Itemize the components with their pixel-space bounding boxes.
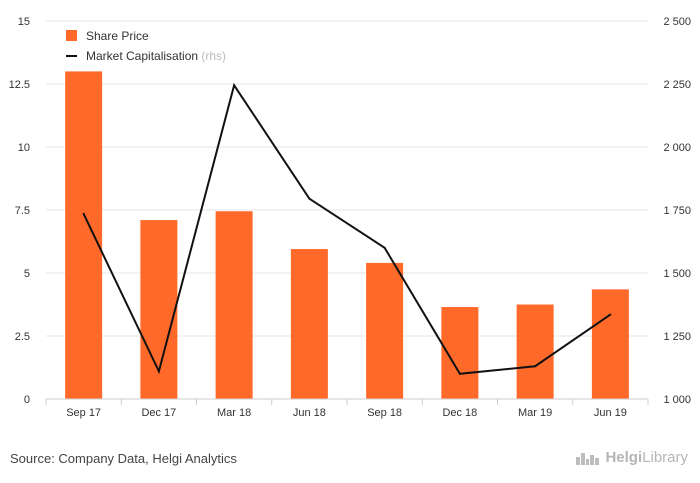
grid-lines: [46, 20, 648, 337]
series-line: [82, 82, 611, 375]
x-tick-label: Dec 18: [442, 407, 477, 419]
y-left-tick-label: 10: [18, 142, 30, 154]
city-skyline-icon: [576, 452, 600, 465]
y-right-tick-label: 2 250: [663, 79, 691, 91]
line-point: [609, 313, 612, 316]
legend-rhs-suffix: (rhs): [201, 49, 226, 63]
line-point: [233, 84, 236, 87]
y-right-tick-label: 2 000: [663, 142, 691, 154]
line-point: [534, 365, 537, 368]
legend-label-market-cap: Market Capitalisation (rhs): [86, 49, 226, 63]
legend-label-share-price: Share Price: [86, 29, 149, 43]
line-point: [82, 212, 85, 215]
y-right-tick-label: 1 000: [663, 394, 691, 406]
axes: 0 2.5 5 7.5 10 12.5 15 1 000 1 250 1 500 1 750 2 00…: [9, 16, 691, 419]
y-left-tick-label: 15: [18, 16, 30, 28]
line-point: [458, 372, 461, 375]
x-tick-label: Sep 17: [66, 407, 101, 419]
y-left-tick-label: 12.5: [9, 79, 30, 91]
line-point: [383, 246, 386, 249]
brand-logo: HelgiLibrary: [575, 449, 688, 466]
x-tick-label: Mar 18: [217, 407, 251, 419]
y-right-tick-label: 1 250: [663, 331, 691, 343]
bar: [65, 71, 103, 400]
x-tick-label: Mar 19: [518, 407, 552, 419]
bar: [516, 304, 554, 399]
y-left-tick-label: 7.5: [15, 205, 30, 217]
bar-series-share-price: [65, 71, 629, 400]
line-point: [308, 197, 311, 200]
bar: [215, 211, 253, 399]
x-tick-label: Sep 18: [367, 407, 402, 419]
y-right-tick-label: 2 500: [663, 16, 691, 28]
bar: [366, 262, 404, 399]
y-left-tick-label: 2.5: [15, 331, 30, 343]
y-left-tick-label: 5: [24, 268, 30, 280]
brand-name-prefix: Helgi: [605, 449, 643, 466]
x-tick-label: Dec 17: [141, 407, 176, 419]
line-series-market-capitalisation: [82, 82, 612, 375]
line-point: [157, 370, 160, 373]
y-left-tick-label: 0: [24, 394, 30, 406]
legend-swatch-share-price: [66, 30, 77, 41]
y-right-tick-label: 1 500: [663, 268, 691, 280]
brand-name-suffix: Library: [642, 449, 688, 466]
x-tick-label: Jun 19: [594, 407, 627, 419]
source-note: Source: Company Data, Helgi Analytics: [10, 451, 237, 466]
bar: [591, 289, 629, 399]
bar: [290, 249, 328, 399]
legend: Share Price Market Capitalisation (rhs): [66, 29, 226, 63]
x-tick-label: Jun 18: [293, 407, 326, 419]
y-right-tick-label: 1 750: [663, 205, 691, 217]
